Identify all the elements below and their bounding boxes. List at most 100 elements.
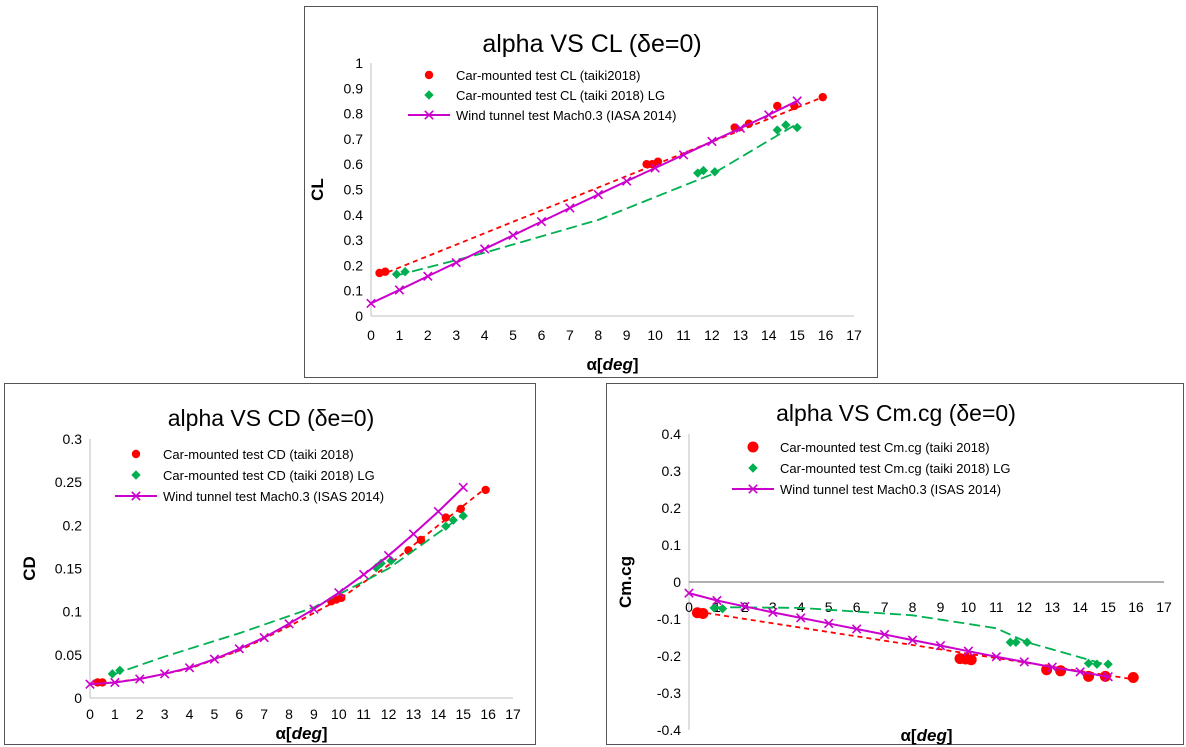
y-tick-label: 0.1 bbox=[662, 537, 682, 553]
data-point bbox=[1092, 659, 1102, 669]
x-tick-label: 4 bbox=[481, 327, 489, 343]
data-point bbox=[424, 90, 434, 100]
data-point bbox=[424, 70, 434, 80]
x-axis-title: α[deg] bbox=[900, 726, 952, 745]
chart-cd: alpha VS CD (δe=0) 0 0.05 0.1 0.15 0.2 0.25 0.3… bbox=[20, 405, 521, 743]
series-line bbox=[89, 486, 464, 686]
data-point bbox=[184, 663, 195, 673]
trendline bbox=[97, 487, 487, 686]
x-axis-title: α[deg] bbox=[586, 355, 638, 374]
data-point bbox=[772, 125, 782, 135]
data-point bbox=[565, 203, 575, 213]
data-point bbox=[234, 644, 245, 654]
legend-item: Wind tunnel test Mach0.3 (ISAS 2014) bbox=[732, 482, 1001, 497]
data-point bbox=[965, 654, 977, 666]
data-point bbox=[433, 506, 444, 517]
chart-panel-cmcg: alpha VS Cm.cg (δe=0) -0.4 -0.3 -0.2 -0.1 0 0.… bbox=[606, 383, 1184, 745]
series-0 bbox=[93, 485, 490, 687]
legend-item: Car-mounted test CL (taiki 2018) LG bbox=[424, 88, 665, 103]
x-tick-label: 11 bbox=[356, 706, 371, 722]
data-point bbox=[747, 441, 759, 453]
trendline bbox=[112, 514, 464, 676]
y-tick-label: 0 bbox=[355, 308, 363, 324]
legend-label: Car-mounted test CD (taiki 2018) LG bbox=[163, 468, 375, 483]
chart-panel-cl: alpha VS CL (δe=0) 0 0.1 0.2 0.3 0.4 0.5 0.6 0.7… bbox=[304, 6, 878, 378]
data-point bbox=[907, 635, 918, 645]
data-point bbox=[763, 110, 774, 120]
data-point bbox=[508, 230, 518, 241]
y-tick-label: 0.15 bbox=[55, 561, 82, 577]
data-point bbox=[209, 654, 220, 664]
y-tick-label: 0.3 bbox=[662, 463, 682, 479]
x-tick-label: 2 bbox=[424, 327, 432, 343]
trendline bbox=[697, 610, 1134, 681]
legend: Car-mounted test Cm.cg (taiki 2018) Car-m… bbox=[732, 440, 1010, 497]
series-line bbox=[370, 100, 798, 305]
x-tick-label: 1 bbox=[111, 706, 119, 722]
data-point bbox=[735, 123, 746, 134]
y-tick-label: 0.3 bbox=[344, 232, 364, 248]
x-tick-label: 14 bbox=[761, 327, 777, 343]
y-tick-label: 0.2 bbox=[344, 257, 364, 273]
x-axis-title-unit: deg bbox=[292, 724, 323, 743]
data-point bbox=[536, 216, 547, 227]
series-line bbox=[688, 592, 1109, 678]
y-tick-label: 0 bbox=[673, 574, 681, 590]
x-tick-label: 17 bbox=[1156, 599, 1172, 615]
data-point bbox=[131, 449, 141, 459]
chart-title: alpha VS CD (δe=0) bbox=[168, 405, 374, 431]
x-tick-label: 16 bbox=[818, 327, 834, 343]
data-point bbox=[131, 470, 141, 480]
legend-label: Wind tunnel test Mach0.3 (IASA 2014) bbox=[456, 108, 676, 123]
x-tick-label: 6 bbox=[538, 327, 546, 343]
data-point bbox=[423, 271, 433, 282]
data-point bbox=[795, 613, 806, 623]
x-tick-label: 6 bbox=[853, 599, 861, 615]
trendline bbox=[379, 96, 824, 277]
x-axis-title-unit: deg bbox=[917, 726, 948, 745]
y-tick-label: 0.25 bbox=[55, 474, 82, 490]
chart-panel-cd: alpha VS CD (δe=0) 0 0.05 0.1 0.15 0.2 0.25 0.3… bbox=[4, 383, 536, 745]
x-tick-label: 16 bbox=[480, 706, 496, 722]
data-point bbox=[593, 189, 604, 200]
x-tick-label: 0 bbox=[367, 327, 375, 343]
x-tick-label: 2 bbox=[136, 706, 144, 722]
data-point bbox=[424, 110, 434, 120]
y-tick-label: 0.4 bbox=[344, 207, 364, 223]
data-point bbox=[309, 604, 319, 614]
x-tick-label: 10 bbox=[331, 706, 347, 722]
data-point bbox=[650, 163, 660, 173]
x-tick-label: 8 bbox=[285, 706, 293, 722]
data-point bbox=[818, 92, 827, 102]
data-point bbox=[451, 257, 462, 268]
x-tick-label: 8 bbox=[594, 327, 602, 343]
trendline bbox=[714, 606, 1109, 667]
x-tick-label: 11 bbox=[989, 599, 1004, 615]
x-tick-label: 12 bbox=[704, 327, 720, 343]
data-point bbox=[458, 511, 468, 521]
data-point bbox=[284, 618, 294, 629]
x-tick-label: 4 bbox=[186, 706, 194, 722]
x-tick-label: 0 bbox=[685, 599, 693, 615]
chart-title: alpha VS Cm.cg (δe=0) bbox=[776, 400, 1016, 426]
legend-label: Wind tunnel test Mach0.3 (ISAS 2014) bbox=[163, 489, 384, 504]
x-tick-label: 15 bbox=[1100, 599, 1116, 615]
x-axis-title-main: α[ bbox=[586, 355, 602, 374]
y-tick-label: 0 bbox=[74, 690, 82, 706]
x-tick-label: 9 bbox=[310, 706, 318, 722]
x-tick-label: 14 bbox=[1072, 599, 1088, 615]
y-tick-label: 0.6 bbox=[344, 156, 364, 172]
series-2 bbox=[366, 96, 802, 309]
chart-cl: alpha VS CL (δe=0) 0 0.1 0.2 0.3 0.4 0.5 0.6 0.7… bbox=[308, 30, 862, 374]
x-tick-label: 1 bbox=[396, 327, 404, 343]
data-point bbox=[408, 529, 419, 539]
data-point bbox=[697, 607, 709, 619]
data-point bbox=[823, 618, 834, 629]
data-point bbox=[781, 120, 791, 130]
data-point bbox=[441, 513, 451, 522]
data-point bbox=[991, 651, 1002, 662]
x-tick-label: 3 bbox=[452, 327, 460, 343]
legend-label: Car-mounted test CD (taiki 2018) bbox=[163, 447, 354, 462]
data-point bbox=[710, 167, 720, 177]
data-point bbox=[1047, 662, 1058, 672]
